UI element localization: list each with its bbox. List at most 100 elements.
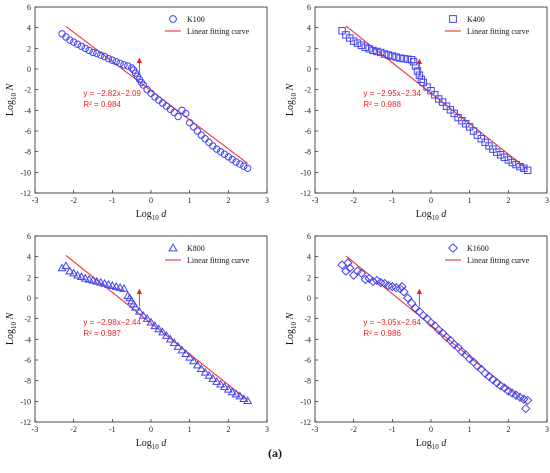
x-tick-label: -1 xyxy=(389,425,396,434)
data-point xyxy=(169,338,179,347)
y-tick-label: -8 xyxy=(304,377,311,386)
data-point xyxy=(406,298,417,308)
data-point xyxy=(499,383,510,393)
data-point xyxy=(185,119,194,127)
data-point xyxy=(100,52,109,61)
legend-fit-label: Linear fitting curve xyxy=(187,256,250,265)
x-tick-label: 0 xyxy=(429,196,433,205)
data-point xyxy=(397,281,407,292)
data-point xyxy=(154,324,164,333)
data-point xyxy=(240,162,248,170)
legend-series-marker xyxy=(449,15,457,23)
data-point xyxy=(85,46,93,55)
data-point xyxy=(396,54,404,62)
data-point xyxy=(104,54,113,63)
y-tick-label: -12 xyxy=(20,189,31,198)
y-tick-label: -10 xyxy=(300,397,311,406)
data-point xyxy=(395,283,405,294)
y-axis-label: Log10 N xyxy=(285,83,298,117)
legend-series-marker xyxy=(168,243,178,252)
data-point xyxy=(380,50,389,58)
data-point xyxy=(88,275,98,284)
data-point xyxy=(61,261,71,270)
data-point xyxy=(165,334,175,343)
data-point xyxy=(508,158,516,167)
data-point xyxy=(365,45,373,53)
legend-series-label: K400 xyxy=(467,15,485,24)
data-point xyxy=(139,81,147,89)
data-point xyxy=(66,36,74,44)
y-tick-label: -2 xyxy=(24,315,31,324)
data-point xyxy=(360,274,370,285)
y-tick-label: -12 xyxy=(300,189,311,198)
y-tick-label: -8 xyxy=(24,377,31,386)
data-point xyxy=(512,160,520,169)
x-tick-label: 0 xyxy=(149,196,153,205)
y-axis-label: Log10 N xyxy=(5,83,18,117)
legend-fit-label: Linear fitting curve xyxy=(467,256,530,265)
y-tick-label: -10 xyxy=(20,397,31,406)
data-point xyxy=(216,379,226,388)
data-point xyxy=(504,156,513,164)
data-point xyxy=(80,273,90,282)
fit-line xyxy=(65,26,248,164)
data-point xyxy=(116,59,124,68)
data-point xyxy=(243,396,253,405)
x-tick-label: 2 xyxy=(506,425,510,434)
x-tick-label: 1 xyxy=(188,196,192,205)
y-tick-label: 6 xyxy=(307,3,311,12)
data-point xyxy=(464,354,475,364)
data-point xyxy=(392,53,400,61)
data-point xyxy=(343,258,353,268)
data-point xyxy=(231,389,241,398)
y-tick-label: 0 xyxy=(27,294,31,303)
y-tick-label: -6 xyxy=(24,356,31,365)
data-point xyxy=(205,138,213,147)
data-point xyxy=(142,313,152,322)
legend-series-label: K800 xyxy=(187,244,205,253)
x-axis-label: Log10 d xyxy=(416,438,448,451)
data-point xyxy=(357,41,366,49)
x-tick-label: 0 xyxy=(149,425,153,434)
y-tick-label: 4 xyxy=(307,24,311,33)
data-point xyxy=(368,276,378,287)
y-tick-label: -6 xyxy=(24,127,31,136)
data-point xyxy=(469,127,478,135)
y-tick-label: -10 xyxy=(20,168,31,177)
data-point xyxy=(120,61,128,69)
y-tick-label: -10 xyxy=(300,168,311,177)
x-tick-label: 1 xyxy=(188,425,192,434)
data-point xyxy=(192,360,202,369)
data-point xyxy=(465,123,474,131)
legend-fit-label: Linear fitting curve xyxy=(187,27,250,36)
data-point xyxy=(450,109,458,118)
x-tick-label: 0 xyxy=(429,425,433,434)
data-point xyxy=(69,38,78,46)
figure-caption: (a) xyxy=(268,446,282,460)
data-point xyxy=(124,62,132,70)
data-point xyxy=(236,160,244,168)
y-tick-label: 2 xyxy=(27,44,31,53)
data-point xyxy=(457,347,467,357)
x-tick-label: -3 xyxy=(312,196,319,205)
data-point xyxy=(219,382,230,391)
y-tick-label: 2 xyxy=(307,273,311,282)
data-point xyxy=(130,302,141,311)
x-tick-label: 3 xyxy=(265,196,269,205)
data-point xyxy=(243,164,252,172)
data-point xyxy=(427,87,435,95)
data-point xyxy=(488,374,498,385)
x-tick-label: 1 xyxy=(468,425,472,434)
data-point xyxy=(400,54,408,63)
data-point xyxy=(208,373,218,382)
data-point xyxy=(173,341,183,350)
data-point xyxy=(521,403,531,414)
data-point xyxy=(387,281,398,292)
data-point xyxy=(373,47,381,56)
data-point xyxy=(138,310,148,319)
data-point xyxy=(161,331,172,339)
data-point xyxy=(103,279,114,288)
y-tick-label: -12 xyxy=(300,418,311,427)
fit-r-squared: R² = 0.986 xyxy=(363,329,401,338)
